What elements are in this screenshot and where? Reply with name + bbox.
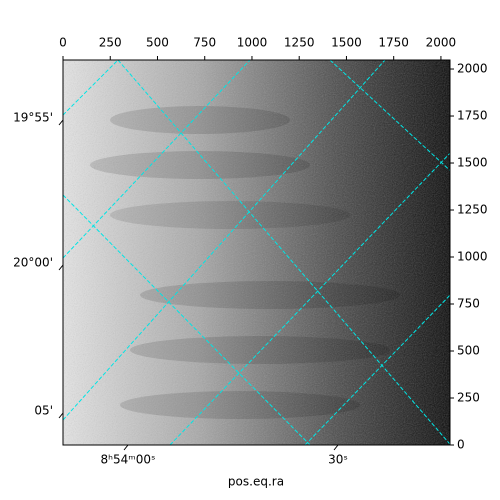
x-tick-label: 1500	[331, 36, 362, 50]
x-tick-label: 0	[59, 36, 67, 50]
y-tick-label: 1000	[457, 250, 488, 264]
y-tick-label: 1750	[457, 109, 488, 123]
image	[63, 60, 450, 445]
dec-tick	[58, 119, 64, 126]
frame	[62, 59, 451, 446]
grid-line	[329, 60, 450, 172]
ra-tick	[123, 444, 129, 451]
dec-tick-label: 05'	[34, 404, 53, 418]
ra-tick-label: 30ˢ	[328, 453, 348, 467]
x-axis-label: pos.eq.ra	[228, 475, 284, 489]
y-tick-label: 0	[457, 438, 465, 452]
x-tick-label: 500	[146, 36, 169, 50]
y-tick-label: 500	[457, 344, 480, 358]
grid-line	[63, 194, 311, 445]
x-tick-label: 250	[99, 36, 122, 50]
dec-tick	[58, 412, 64, 419]
grid-line	[169, 152, 450, 445]
y-tick-label: 2000	[457, 62, 488, 76]
x-tick-label: 750	[193, 36, 216, 50]
grid-line	[117, 60, 450, 445]
dec-tick	[58, 264, 64, 271]
ra-tick-label: 8ʰ54ᵐ00ˢ	[101, 453, 156, 467]
dec-tick-label: 19°55'	[13, 111, 53, 125]
y-tick-label: 1500	[457, 156, 488, 170]
x-tick-label: 2000	[426, 36, 457, 50]
y-tick-label: 1250	[457, 203, 488, 217]
grid-line	[63, 60, 251, 259]
grid-line	[63, 60, 119, 116]
grid-line	[63, 60, 386, 421]
x-tick-label: 1000	[237, 36, 268, 50]
x-tick-label: 1750	[378, 36, 409, 50]
dec-tick-label: 20°00'	[13, 256, 53, 270]
y-tick-label: 250	[457, 391, 480, 405]
y-tick-label: 750	[457, 297, 480, 311]
ra-tick	[333, 444, 339, 451]
x-tick-label: 1250	[284, 36, 315, 50]
coordinate-grid	[63, 60, 450, 445]
